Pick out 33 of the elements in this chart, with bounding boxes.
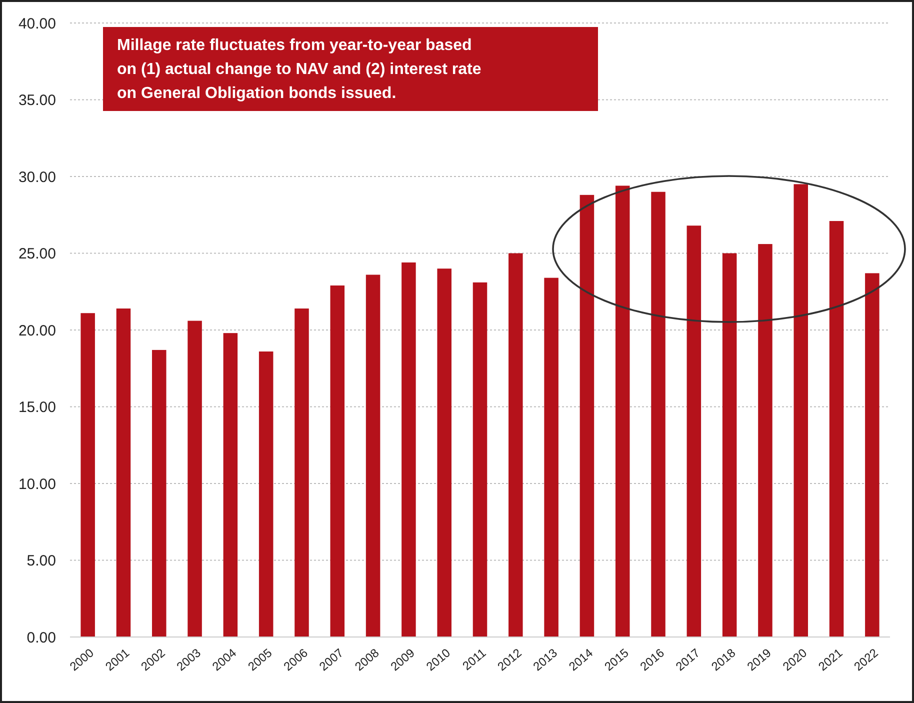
bar [80,313,95,637]
bar [437,268,452,637]
bar [794,184,808,637]
bar [758,244,772,637]
y-tick-label: 35.00 [18,92,56,109]
y-tick-label: 10.00 [18,476,56,493]
bar [580,194,594,637]
annotation: Millage rate fluctuates from year-to-year based on (1) actual change to NAV and (2) interest rate on General Obligation bonds issued. [117,37,482,102]
bar [508,253,523,637]
y-tick-label: 20.00 [18,322,56,340]
y-tick-label: 5.00 [26,552,56,570]
bar [651,192,666,637]
y-tick-label: 0.00 [26,629,56,646]
bar [472,282,488,637]
bar [402,262,416,637]
bar [152,350,166,637]
bar [366,274,380,637]
bar [722,253,737,637]
bar [615,186,630,637]
bar [294,308,309,637]
bar [865,273,880,637]
bar [544,278,558,637]
bar [188,320,202,637]
y-tick-label: 40.00 [18,15,56,32]
bar [258,351,274,637]
bar [829,221,844,637]
y-tick-label: 30.00 [18,168,56,186]
y-tick-label: 25.00 [18,246,56,262]
bar [686,226,702,637]
bar [116,308,131,637]
bar [330,285,345,637]
y-tick-label: 15.00 [18,399,56,416]
bar [223,333,238,637]
